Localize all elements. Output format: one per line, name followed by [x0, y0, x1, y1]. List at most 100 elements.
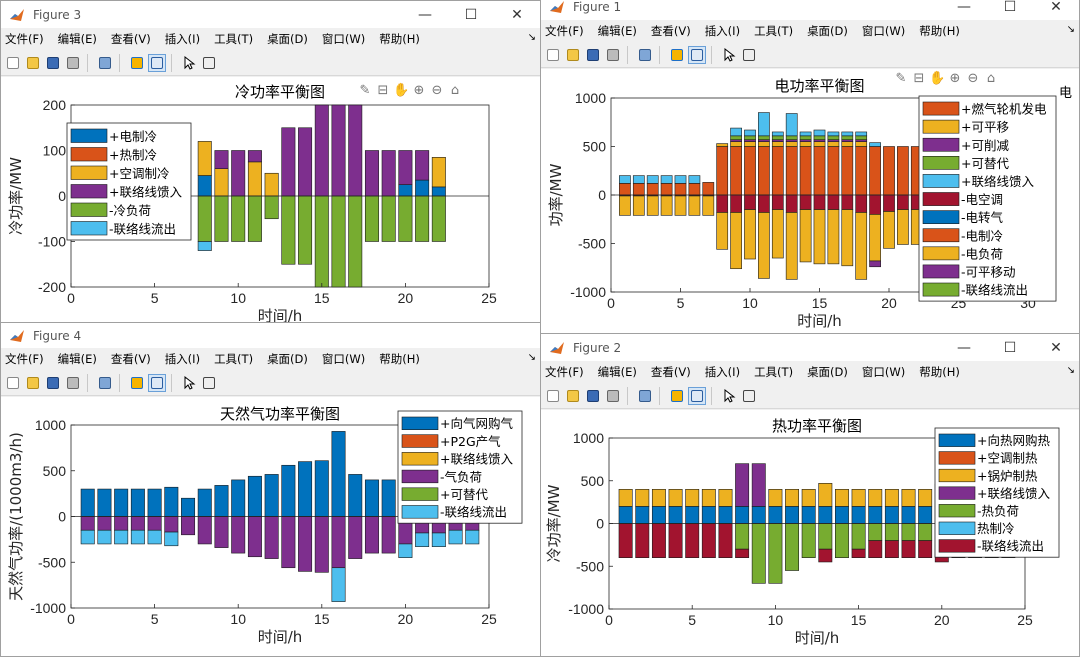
pointer-icon[interactable] [180, 374, 198, 392]
close-button[interactable]: ✕ [511, 6, 523, 23]
legend-icon[interactable] [688, 386, 706, 405]
legend[interactable]: +电制冷 +热制冷 +空调制冷 +联络线馈入 -冷负荷 -联络线流出 [66, 122, 192, 241]
menu-item-0[interactable]: 文件(F) [545, 365, 584, 379]
zoom-out-icon[interactable]: ⊖ [431, 83, 443, 98]
minimize-button[interactable]: — [957, 339, 971, 356]
menu-item-3[interactable]: 插入(I) [164, 32, 201, 46]
menu-item-6[interactable]: 窗口(W) [321, 352, 366, 366]
menu-item-7[interactable]: 帮助(H) [919, 365, 960, 379]
legend-icon[interactable] [148, 373, 166, 392]
menu-item-4[interactable]: 工具(T) [754, 365, 794, 379]
pointer-icon[interactable] [180, 54, 198, 72]
save-icon[interactable] [44, 54, 62, 72]
link-plot-icon[interactable] [96, 374, 114, 392]
home-icon[interactable]: ⌂ [986, 71, 996, 86]
new-figure-icon[interactable] [4, 374, 22, 392]
menu-item-7[interactable]: 帮助(H) [379, 352, 420, 366]
new-figure-icon[interactable] [4, 54, 22, 72]
menu-item-0[interactable]: 文件(F) [5, 352, 44, 366]
colorbar-icon[interactable] [668, 46, 686, 64]
close-button[interactable]: ✕ [1050, 0, 1062, 15]
pan-icon[interactable]: ✋ [929, 71, 946, 86]
menu-item-2[interactable]: 查看(V) [110, 32, 151, 46]
print-icon[interactable] [604, 387, 622, 405]
pan-icon[interactable]: ✋ [393, 83, 410, 98]
legend-icon[interactable] [148, 53, 166, 72]
menu-item-7[interactable]: 帮助(H) [379, 32, 420, 46]
menu-item-6[interactable]: 窗口(W) [861, 365, 906, 379]
property-inspector-icon[interactable] [740, 46, 758, 64]
zoom-in-icon[interactable]: ⊕ [413, 83, 425, 98]
pointer-icon[interactable] [720, 46, 738, 64]
minimize-button[interactable]: — [418, 6, 432, 23]
pointer-icon[interactable] [720, 387, 738, 405]
colorbar-icon[interactable] [128, 54, 146, 72]
datatip-icon[interactable]: ⊟ [377, 83, 389, 98]
home-icon[interactable]: ⌂ [450, 83, 460, 98]
open-file-icon[interactable] [24, 374, 42, 392]
legend[interactable]: +向气网购气 +P2G产气 +联络线馈入 -气负荷 +可替代 -联络线流出 [397, 410, 523, 524]
maximize-button[interactable]: ☐ [1003, 0, 1017, 15]
menu-item-3[interactable]: 插入(I) [704, 365, 741, 379]
print-icon[interactable] [64, 54, 82, 72]
dock-icon[interactable]: ↘ [527, 352, 536, 363]
menu-item-4[interactable]: 工具(T) [754, 24, 794, 38]
dock-icon[interactable]: ↘ [1066, 24, 1075, 35]
menu-item-1[interactable]: 编辑(E) [57, 32, 97, 46]
open-file-icon[interactable] [564, 387, 582, 405]
menu-item-6[interactable]: 窗口(W) [321, 32, 366, 46]
menu-item-5[interactable]: 桌面(D) [267, 352, 308, 366]
menu-item-2[interactable]: 查看(V) [110, 352, 151, 366]
new-figure-icon[interactable] [544, 387, 562, 405]
bar-segment [214, 485, 229, 517]
dock-icon[interactable]: ↘ [527, 32, 536, 43]
zoom-in-icon[interactable]: ⊕ [949, 71, 961, 86]
menu-item-5[interactable]: 桌面(D) [267, 32, 308, 46]
legend[interactable]: +燃气轮机发电 +可平移 +可削减 +可替代 +联络线馈入 -电空调 -电转气 -电制冷 -电负… [918, 95, 1057, 302]
menu-item-1[interactable]: 编辑(E) [597, 365, 637, 379]
dock-icon[interactable]: ↘ [1066, 365, 1075, 376]
open-file-icon[interactable] [24, 54, 42, 72]
property-inspector-icon[interactable] [200, 374, 218, 392]
menu-bar: 文件(F) 编辑(E) 查看(V) 插入(I) 工具(T) 桌面(D) 窗口(W) 帮助(H)… [541, 20, 1079, 42]
menu-item-4[interactable]: 工具(T) [214, 32, 254, 46]
menu-item-3[interactable]: 插入(I) [704, 24, 741, 38]
menu-item-6[interactable]: 窗口(W) [861, 24, 906, 38]
new-figure-icon[interactable] [544, 46, 562, 64]
bar-segment [855, 131, 868, 137]
save-icon[interactable] [584, 387, 602, 405]
print-icon[interactable] [64, 374, 82, 392]
menu-item-4[interactable]: 工具(T) [214, 352, 254, 366]
link-plot-icon[interactable] [636, 46, 654, 64]
brush-icon[interactable]: ✎ [359, 83, 371, 98]
datatip-icon[interactable]: ⊟ [913, 71, 925, 86]
menu-item-5[interactable]: 桌面(D) [807, 24, 848, 38]
menu-item-1[interactable]: 编辑(E) [57, 352, 97, 366]
zoom-out-icon[interactable]: ⊖ [967, 71, 979, 86]
menu-item-7[interactable]: 帮助(H) [919, 24, 960, 38]
menu-item-1[interactable]: 编辑(E) [597, 24, 637, 38]
maximize-button[interactable]: ☐ [464, 6, 478, 23]
colorbar-icon[interactable] [128, 374, 146, 392]
print-icon[interactable] [604, 46, 622, 64]
save-icon[interactable] [44, 374, 62, 392]
menu-item-3[interactable]: 插入(I) [164, 352, 201, 366]
property-inspector-icon[interactable] [740, 387, 758, 405]
menu-item-0[interactable]: 文件(F) [5, 32, 44, 46]
minimize-button[interactable]: — [957, 0, 971, 15]
open-file-icon[interactable] [564, 46, 582, 64]
menu-item-0[interactable]: 文件(F) [545, 24, 584, 38]
menu-item-2[interactable]: 查看(V) [650, 24, 691, 38]
legend-icon[interactable] [688, 45, 706, 64]
colorbar-icon[interactable] [668, 387, 686, 405]
menu-item-2[interactable]: 查看(V) [650, 365, 691, 379]
close-button[interactable]: ✕ [1050, 339, 1062, 356]
maximize-button[interactable]: ☐ [1003, 339, 1017, 356]
property-inspector-icon[interactable] [200, 54, 218, 72]
save-icon[interactable] [584, 46, 602, 64]
link-plot-icon[interactable] [96, 54, 114, 72]
link-plot-icon[interactable] [636, 387, 654, 405]
brush-icon[interactable]: ✎ [895, 71, 907, 86]
menu-item-5[interactable]: 桌面(D) [807, 365, 848, 379]
